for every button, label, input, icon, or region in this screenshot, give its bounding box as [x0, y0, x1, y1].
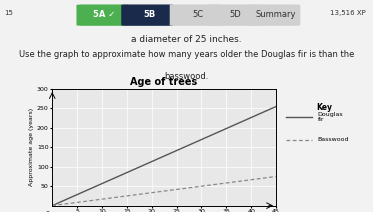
FancyBboxPatch shape — [170, 4, 222, 26]
Text: Summary: Summary — [256, 10, 296, 19]
Text: a diameter of 25 inches.: a diameter of 25 inches. — [131, 35, 242, 44]
Text: Key: Key — [317, 103, 332, 112]
Text: 5C: 5C — [192, 10, 203, 19]
FancyBboxPatch shape — [207, 4, 259, 26]
Text: Basswood: Basswood — [318, 137, 349, 142]
FancyBboxPatch shape — [76, 4, 129, 26]
FancyBboxPatch shape — [121, 4, 173, 26]
Text: 5B: 5B — [143, 10, 155, 19]
Text: 5D: 5D — [229, 10, 241, 19]
Text: 5A ✓: 5A ✓ — [93, 10, 116, 19]
Text: Douglas
fir: Douglas fir — [318, 112, 343, 122]
Text: 13,516 XP: 13,516 XP — [330, 10, 366, 16]
Text: Use the graph to approximate how many years older the Douglas fir is than the: Use the graph to approximate how many ye… — [19, 50, 354, 59]
Y-axis label: Approximate age (years): Approximate age (years) — [29, 108, 34, 186]
Text: 15: 15 — [4, 10, 13, 16]
Title: Age of trees: Age of trees — [131, 77, 198, 87]
Text: basswood.: basswood. — [164, 72, 209, 81]
FancyBboxPatch shape — [248, 4, 300, 26]
